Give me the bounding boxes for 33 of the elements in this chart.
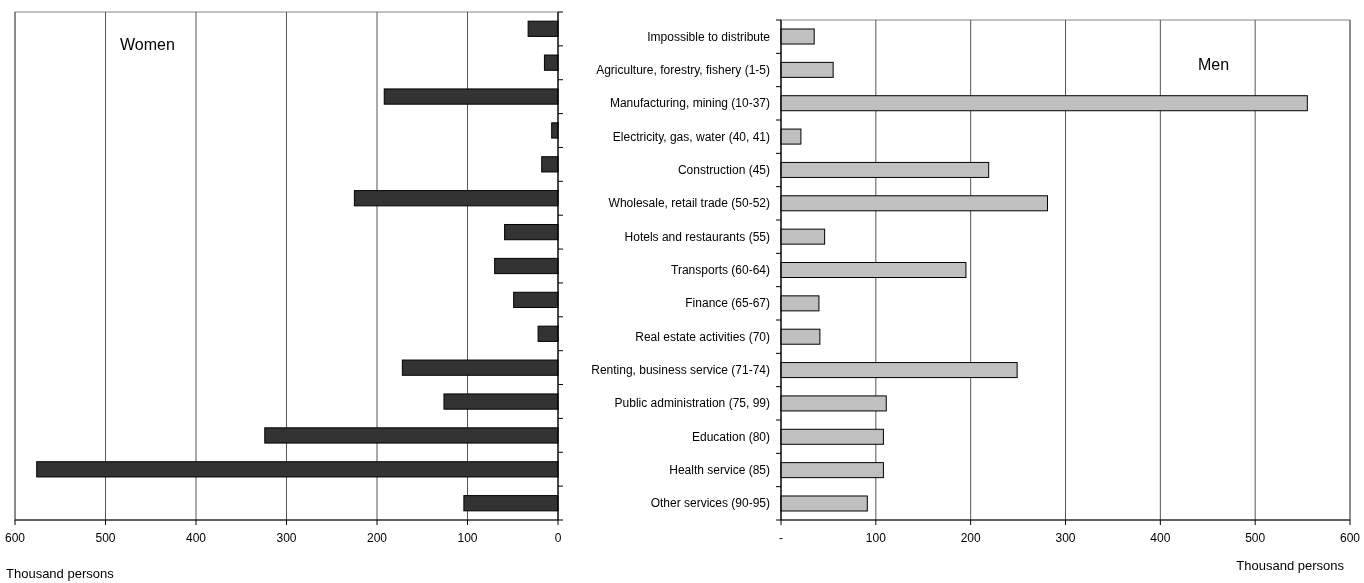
y-tick-label: Transports (60-64) [671,263,770,277]
x-tick-label: 500 [1245,531,1266,545]
x-tick-label: 0 [554,531,562,545]
y-tick-label: Impossible to distribute [647,29,771,44]
x-tick-label: 400 [185,531,207,545]
x-tick-label: - [779,531,783,545]
y-tick-label: Renting, business service (71-74) [591,363,770,378]
y-tick-label: Hotels and restaurants (55) [624,229,770,244]
x-tick-label: 100 [865,531,887,545]
y-tick-label: Agriculture, forestry, fishery (1-5) [596,62,770,77]
y-tick-label: Manufacturing, mining (10-37) [609,96,770,111]
text: Women [120,36,175,53]
y-tick-label: Finance (65-67) [685,296,770,311]
x-tick-label: 200 [960,531,981,545]
y-tick-label: Education (80) [691,429,770,444]
y-tick-label: Health service (85) [669,463,770,478]
x-tick-label: 100 [457,531,478,545]
x-tick-label: 600 [4,531,26,545]
x-tick-label: 500 [95,531,116,545]
y-tick-label: Other services (90-95) [650,496,770,511]
x-axis-title: Thousand persons [6,566,115,581]
y-tick-label: Electricity, gas, water (40, 41) [612,129,770,144]
x-tick-label: 200 [366,531,388,545]
y-tick-label: Construction (45) [677,162,770,177]
x-axis-title: Thousand persons [1236,558,1345,573]
y-tick-label: Real estate activities (70) [635,329,770,344]
series-label: Men [1198,56,1230,73]
x-tick-label: 600 [1339,531,1361,545]
y-tick-label: Wholesale, retail trade (50-52) [608,196,770,211]
x-tick-label: 400 [1150,531,1171,545]
x-tick-label: 300 [276,531,297,545]
x-tick-label: 300 [1055,531,1076,545]
y-tick-label: Public administration (75, 99) [614,396,770,411]
